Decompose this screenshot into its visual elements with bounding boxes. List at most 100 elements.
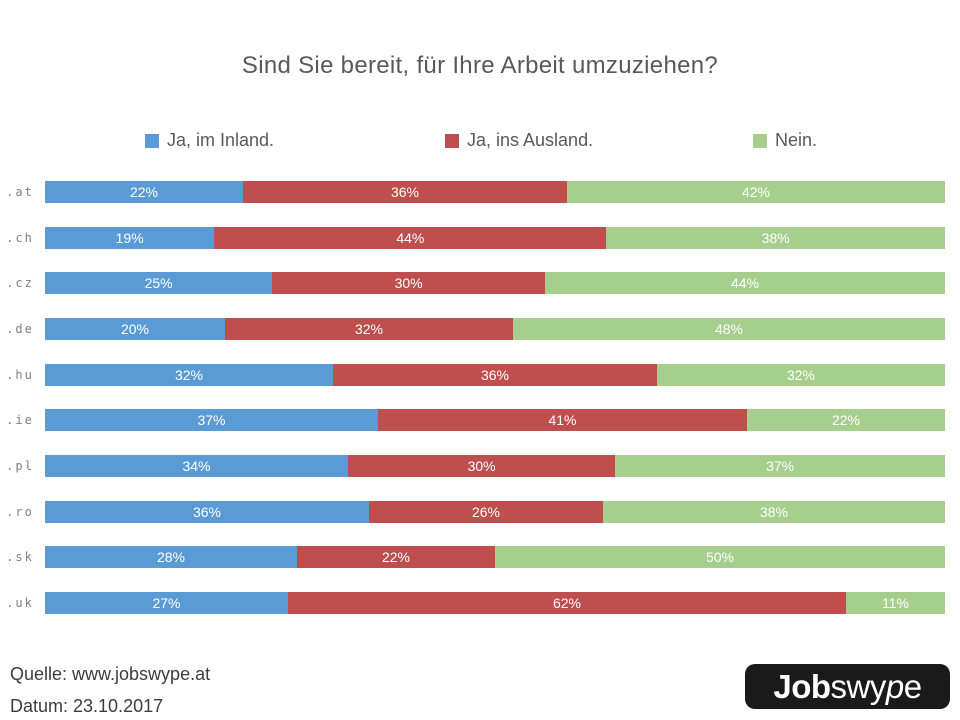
logo-text-bold: Job [773,667,831,705]
source-text: Quelle: www.jobswype.at [10,664,211,684]
legend-item: Nein. [753,130,817,151]
stacked-bar: 20% 32% 48% [45,317,945,340]
value-label: 30% [394,275,423,292]
value-label: 36% [192,503,222,520]
bar-segment: 36% [45,500,369,523]
bar-segment: 11% [846,592,945,615]
bar-segment: 22% [747,409,945,432]
value-label: 41% [548,412,577,429]
bar-row: .sk 28% 22% 50% [0,535,960,581]
category-label: .ch [6,230,34,245]
bar-segment: 32% [225,317,513,340]
value-label: 42% [741,183,771,200]
bar-segment: 25% [45,272,273,295]
bar-segment: 38% [606,226,945,249]
value-label: 34% [182,457,211,474]
category-label: .sk [6,550,34,565]
value-label: 50% [705,549,735,566]
bar-segment: 27% [45,592,288,615]
bar-segment: 36% [243,180,567,203]
bar-row: .pl 34% 30% 37% [0,443,960,489]
bar-segment: 22% [45,180,243,203]
value-label: 44% [396,229,425,246]
bar-segment: 19% [45,226,215,249]
legend-item: Ja, ins Ausland. [445,130,593,151]
value-label: 32% [354,320,384,337]
legend-label: Nein. [775,130,818,150]
value-label: 32% [786,366,816,383]
bar-segment: 30% [347,454,616,477]
legend-swatch-icon [145,133,159,148]
stacked-bar: 36% 26% 38% [45,500,945,523]
stacked-bar: 22% 36% 42% [45,180,945,203]
bar-segment: 50% [495,546,945,569]
category-label: .cz [6,276,34,291]
bar-segment: 38% [603,500,945,523]
stacked-bar: 32% 36% 32% [45,363,945,386]
value-label: 62% [552,595,582,612]
stacked-bar: 19% 44% 38% [45,226,945,249]
legend-swatch-icon [753,133,767,148]
value-label: 37% [197,412,226,429]
value-label: 22% [381,549,411,566]
bar-segment: 34% [45,454,348,477]
bar-segment: 42% [567,180,945,203]
value-label: 22% [831,412,861,429]
value-label: 11% [882,595,909,612]
stacked-bar: 37% 41% 22% [45,409,945,432]
stacked-bar: 28% 22% 50% [45,546,945,569]
value-label: 25% [144,275,173,292]
category-label: .at [6,184,34,199]
legend: Ja, im Inland. Ja, ins Ausland. Nein. [0,130,960,156]
bar-segment: 37% [615,454,945,477]
bar-segment: 32% [657,363,945,386]
bar-row: .hu 32% 36% 32% [0,352,960,398]
bar-segment: 37% [45,409,378,432]
value-label: 44% [730,275,759,292]
value-label: 30% [467,457,496,474]
bar-row: .at 22% 36% 42% [0,169,960,215]
legend-swatch-icon [445,133,459,148]
logo-text-italic: p [885,667,904,705]
bar-row: .ie 37% 41% 22% [0,397,960,443]
chart-title: Sind Sie bereit, für Ihre Arbeit umzuzie… [241,52,719,79]
bar-segment: 44% [214,226,607,249]
category-label: .de [6,321,34,336]
value-label: 48% [714,320,744,337]
category-label: .ie [6,413,34,428]
value-label: 36% [390,183,420,200]
bar-segment: 62% [288,592,846,615]
legend-item: Ja, im Inland. [145,130,274,151]
bar-row: .cz 25% 30% 44% [0,260,960,306]
bar-segment: 48% [513,317,945,340]
value-label: 32% [174,366,204,383]
date-text: Datum: 23.10.2017 [10,696,164,716]
legend-label: Ja, ins Ausland. [467,130,594,150]
value-label: 20% [120,320,150,337]
stacked-bar: 25% 30% 44% [45,272,945,295]
value-label: 37% [766,457,795,474]
bar-segment: 36% [333,363,657,386]
logo-text-end: e [903,667,922,705]
logo-text-mid: swy [830,667,887,705]
bar-segment: 32% [45,363,333,386]
bar-segment: 22% [297,546,495,569]
value-label: 19% [115,229,144,246]
category-label: .uk [6,596,34,611]
value-label: 38% [759,503,789,520]
stacked-bar: 27% 62% 11% [45,592,945,615]
bar-segment: 26% [369,500,603,523]
value-label: 22% [129,183,159,200]
category-label: .pl [6,458,34,473]
category-label: .ro [6,504,34,519]
bar-segment: 44% [544,272,945,295]
legend-label: Ja, im Inland. [167,130,275,150]
value-label: 28% [156,549,186,566]
bar-row: .ro 36% 26% 38% [0,489,960,535]
footer: Quelle: www.jobswype.at Datum: 23.10.201… [10,658,210,720]
bar-segment: 20% [45,317,225,340]
value-label: 26% [471,503,501,520]
value-label: 38% [761,229,790,246]
stacked-bar: 34% 30% 37% [45,454,945,477]
